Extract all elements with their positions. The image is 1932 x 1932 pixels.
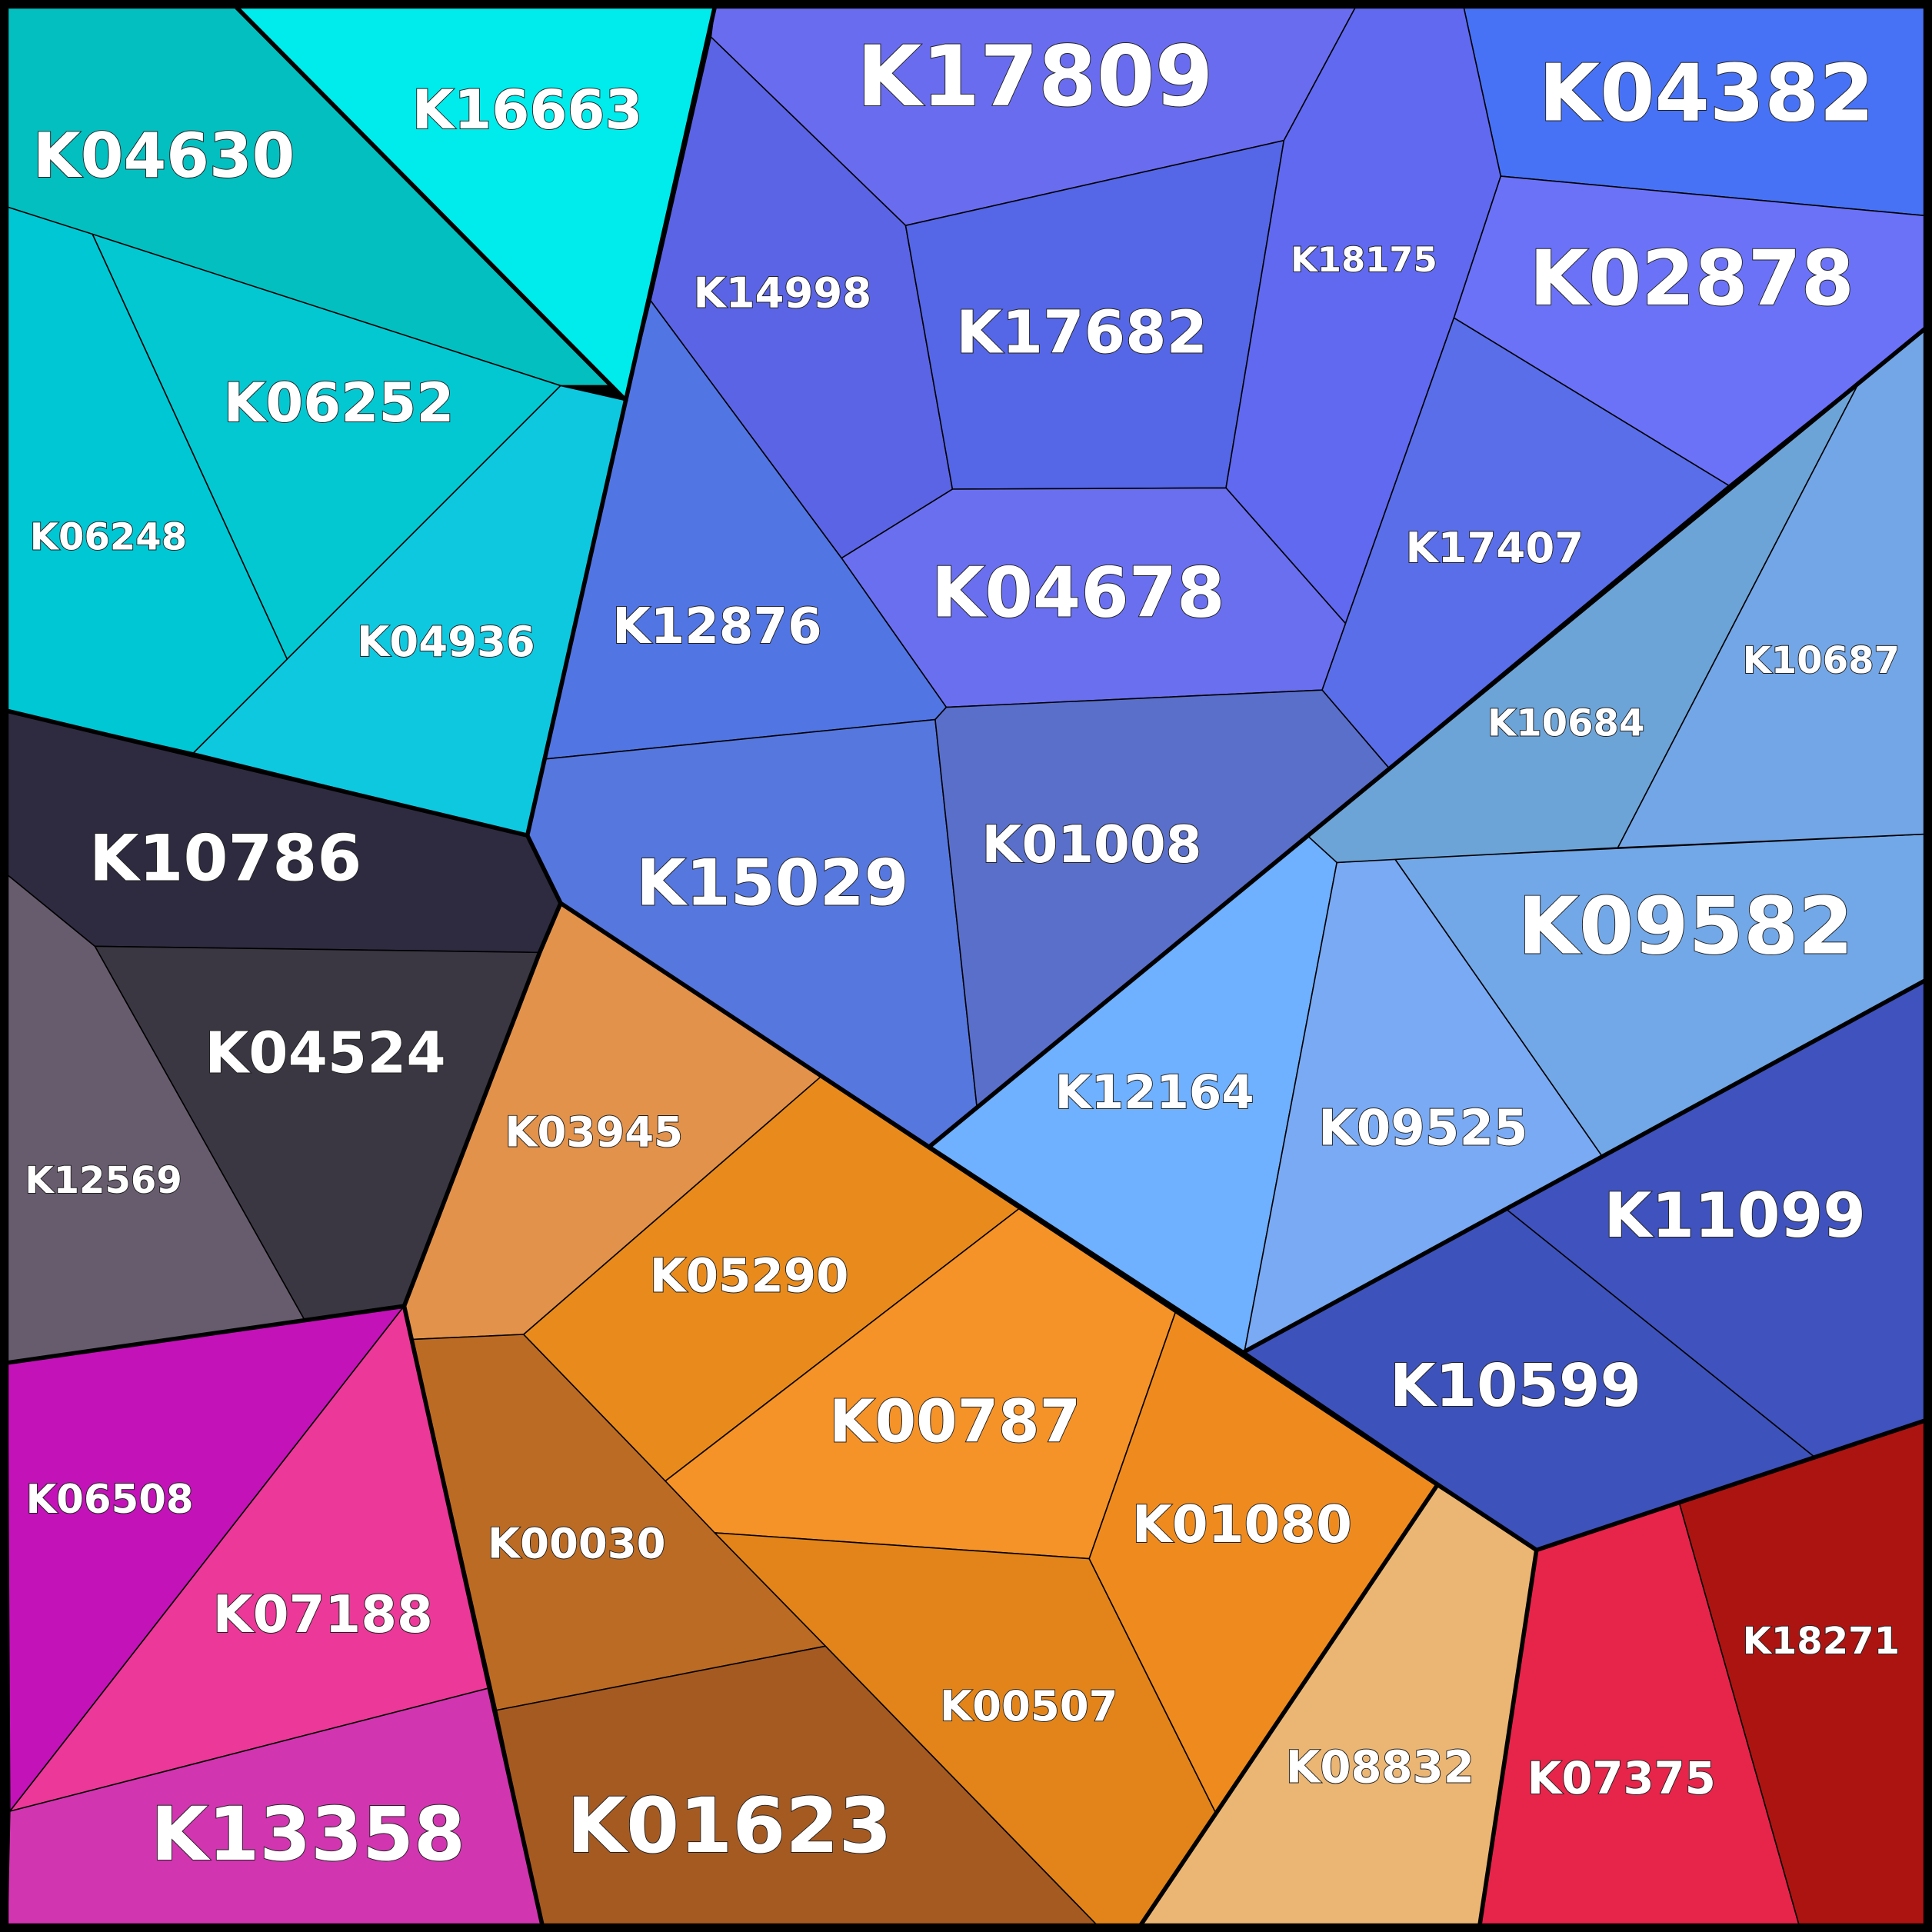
cell-label: K09582	[1518, 881, 1854, 972]
border	[401, 901, 563, 1927]
cell-label: K13358	[151, 1791, 465, 1877]
cell-label: K01080	[1132, 1494, 1352, 1554]
cell-label: K00507	[940, 1681, 1118, 1730]
cell-label: K17809	[857, 28, 1213, 125]
cell-label: K06508	[26, 1477, 194, 1523]
cell-label: K04630	[33, 120, 295, 192]
cell-label: K16663	[412, 78, 643, 142]
cell-label: K12569	[25, 1159, 182, 1202]
cell-label: K15029	[636, 845, 908, 920]
cell-label: K01623	[567, 1782, 891, 1870]
cell-label: K08832	[1286, 1741, 1474, 1794]
border	[928, 326, 1927, 1148]
cell-label: K07188	[213, 1584, 433, 1644]
cell-label: K10687	[1743, 639, 1900, 682]
border	[1242, 978, 1927, 1354]
border	[1138, 1484, 1439, 1927]
cell-label: K17682	[956, 298, 1208, 367]
cell-label: K18175	[1291, 239, 1437, 280]
cell-label: K09525	[1318, 1100, 1528, 1157]
cell-label: K04382	[1539, 48, 1874, 139]
border	[234, 5, 628, 403]
cell-label: K04524	[205, 1021, 445, 1087]
cell-label: K04936	[357, 617, 535, 666]
labels: K04630 K16663 K06252 K04936 K06248 K10786 K045…	[24, 27, 1900, 1878]
group-borders	[5, 5, 1927, 1927]
cell-label: K00030	[488, 1519, 666, 1568]
cells	[6, 6, 1926, 1926]
cell-label: K00787	[829, 1388, 1081, 1457]
cell-label: K02878	[1529, 235, 1854, 323]
border	[1477, 1418, 1927, 1927]
cell-label: K06252	[224, 371, 455, 435]
cell-label: K18271	[1743, 1620, 1900, 1663]
cell-label: K14998	[693, 268, 871, 318]
border	[5, 708, 530, 838]
cell-label: K17407	[1405, 523, 1584, 572]
cell-label: K10684	[1487, 702, 1644, 745]
cell-label: K05290	[650, 1249, 849, 1304]
cell-label: K12876	[612, 598, 822, 655]
cell-label: K10599	[1390, 1352, 1641, 1421]
cell-label: K10786	[89, 821, 361, 895]
cell-label: K01008	[981, 814, 1201, 874]
cell-label: K04678	[931, 553, 1225, 633]
cell-label: K12164	[1055, 1065, 1254, 1120]
cell-label: K06248	[30, 516, 187, 559]
cell-label: K11099	[1604, 1180, 1866, 1251]
border	[5, 1304, 407, 1365]
border	[525, 5, 1539, 1553]
cell-label: K07375	[1527, 1752, 1716, 1804]
cell-label: K03945	[505, 1108, 683, 1157]
